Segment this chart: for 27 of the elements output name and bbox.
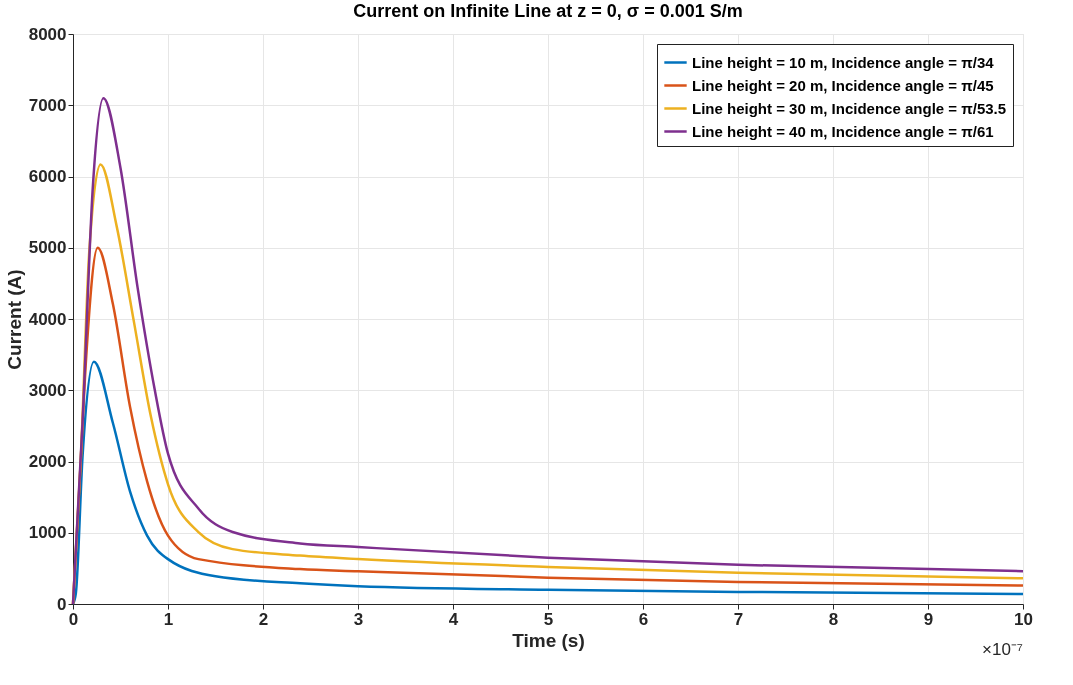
x-tick-label: 1 — [163, 609, 174, 629]
y-tick-label: 5000 — [28, 238, 67, 258]
x-tick-label: 4 — [448, 609, 459, 629]
y-tick-label: 1000 — [28, 523, 67, 543]
y-tick-label: 6000 — [28, 167, 67, 186]
chart-title: Current on Infinite Line at z = 0, σ = 0.001 S/m — [353, 1, 743, 21]
y-tick-label: 8000 — [28, 24, 67, 44]
x-axis-title: Time (s) — [512, 629, 585, 651]
x-tick-label: 5 — [543, 609, 554, 629]
x-tick-label: 10 — [1014, 609, 1033, 629]
x-tick-label: 9 — [923, 609, 934, 629]
x-tick-label: 2 — [258, 609, 269, 629]
y-tick-label: 7000 — [28, 95, 67, 115]
legend-label: Line height = 10 m, Incidence angle = π/34 — [692, 53, 995, 71]
x-tick-label: 7 — [733, 609, 744, 629]
y-tick-label: 2000 — [28, 452, 67, 471]
x-tick-label: 6 — [638, 609, 649, 629]
x-tick-label: 8 — [828, 609, 839, 629]
text: ×10⁻⁷ — [982, 640, 1023, 659]
x-tick-label: 3 — [353, 609, 364, 629]
y-axis-title: Current (A) — [3, 269, 25, 370]
legend-label: Line height = 30 m, Incidence angle = π/53.5 — [692, 99, 1007, 117]
y-tick-label: 3000 — [28, 380, 67, 400]
legend-label: Line height = 20 m, Incidence angle = π/45 — [692, 76, 994, 94]
y-tick-label: 0 — [57, 594, 67, 614]
y-tick-label: 4000 — [28, 309, 67, 329]
legend-label: Line height = 40 m, Incidence angle = π/61 — [692, 122, 994, 140]
